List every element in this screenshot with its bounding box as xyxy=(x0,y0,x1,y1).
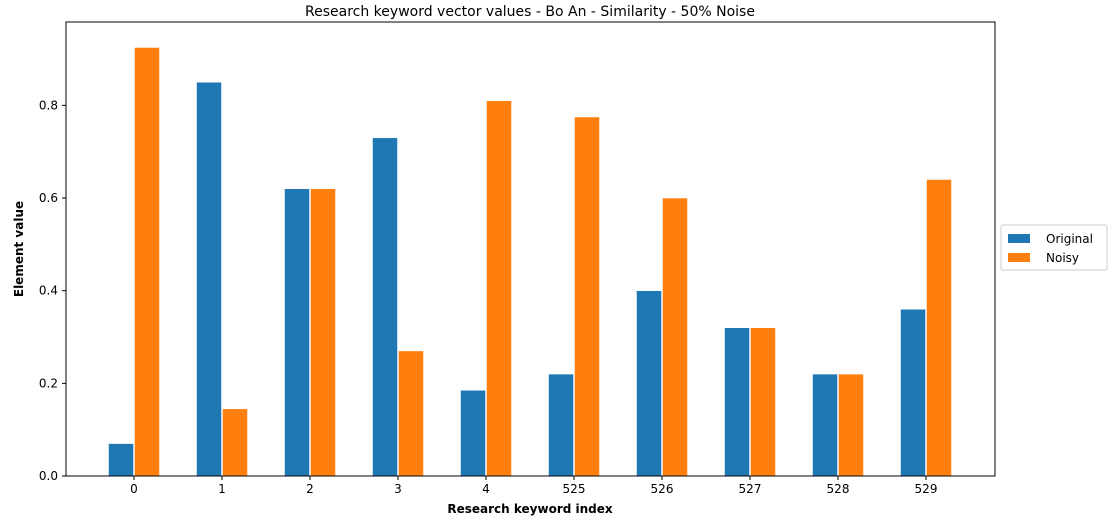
bar-noisy-4 xyxy=(486,100,512,477)
legend-swatch-noisy xyxy=(1008,253,1030,262)
bar-noisy-527 xyxy=(750,327,776,477)
x-tick-label: 528 xyxy=(827,482,850,496)
bar-original-527 xyxy=(724,327,750,477)
legend: Original Noisy xyxy=(1000,224,1108,271)
bar-original-528 xyxy=(812,373,838,477)
x-tick-label: 525 xyxy=(563,482,586,496)
legend-label-original: Original xyxy=(1046,232,1093,246)
bar-original-3 xyxy=(372,137,398,477)
x-tick-label: 3 xyxy=(394,482,402,496)
plot-frame xyxy=(65,21,996,477)
bar-noisy-0 xyxy=(134,47,160,477)
x-tick-label: 1 xyxy=(218,482,226,496)
bar-noisy-3 xyxy=(398,350,424,477)
bar-noisy-528 xyxy=(838,373,864,477)
x-tick-label: 4 xyxy=(482,482,490,496)
bars-group xyxy=(108,47,952,477)
x-tick-label: 0 xyxy=(130,482,138,496)
y-axis: 0.0 0.2 0.4 0.6 0.8 xyxy=(39,98,66,483)
bar-original-1 xyxy=(196,81,222,477)
legend-label-noisy: Noisy xyxy=(1046,251,1079,265)
legend-swatch-original xyxy=(1008,234,1030,243)
y-tick-label: 0.6 xyxy=(39,191,58,205)
bar-noisy-526 xyxy=(662,197,688,477)
x-tick-label: 2 xyxy=(306,482,314,496)
y-axis-title: Element value xyxy=(12,201,26,297)
bar-original-525 xyxy=(548,373,574,477)
bar-original-529 xyxy=(900,308,926,477)
x-tick-label: 527 xyxy=(739,482,762,496)
bar-noisy-529 xyxy=(926,179,952,477)
bar-original-526 xyxy=(636,290,662,477)
y-tick-label: 0.8 xyxy=(39,98,58,112)
x-axis-title: Research keyword index xyxy=(447,502,613,516)
y-tick-label: 0.4 xyxy=(39,284,58,298)
chart-title: Research keyword vector values - Bo An -… xyxy=(305,4,755,20)
y-tick-label: 0.2 xyxy=(39,376,58,390)
bar-noisy-2 xyxy=(310,188,336,477)
bar-noisy-525 xyxy=(574,116,600,477)
bar-noisy-1 xyxy=(222,408,248,477)
bar-original-0 xyxy=(108,443,134,477)
x-tick-label: 529 xyxy=(915,482,938,496)
bar-original-2 xyxy=(284,188,310,477)
y-tick-label: 0.0 xyxy=(39,469,58,483)
x-tick-label: 526 xyxy=(651,482,674,496)
bar-original-4 xyxy=(460,390,486,477)
x-axis: 0 1 2 3 4 525 526 527 528 529 xyxy=(130,476,937,496)
